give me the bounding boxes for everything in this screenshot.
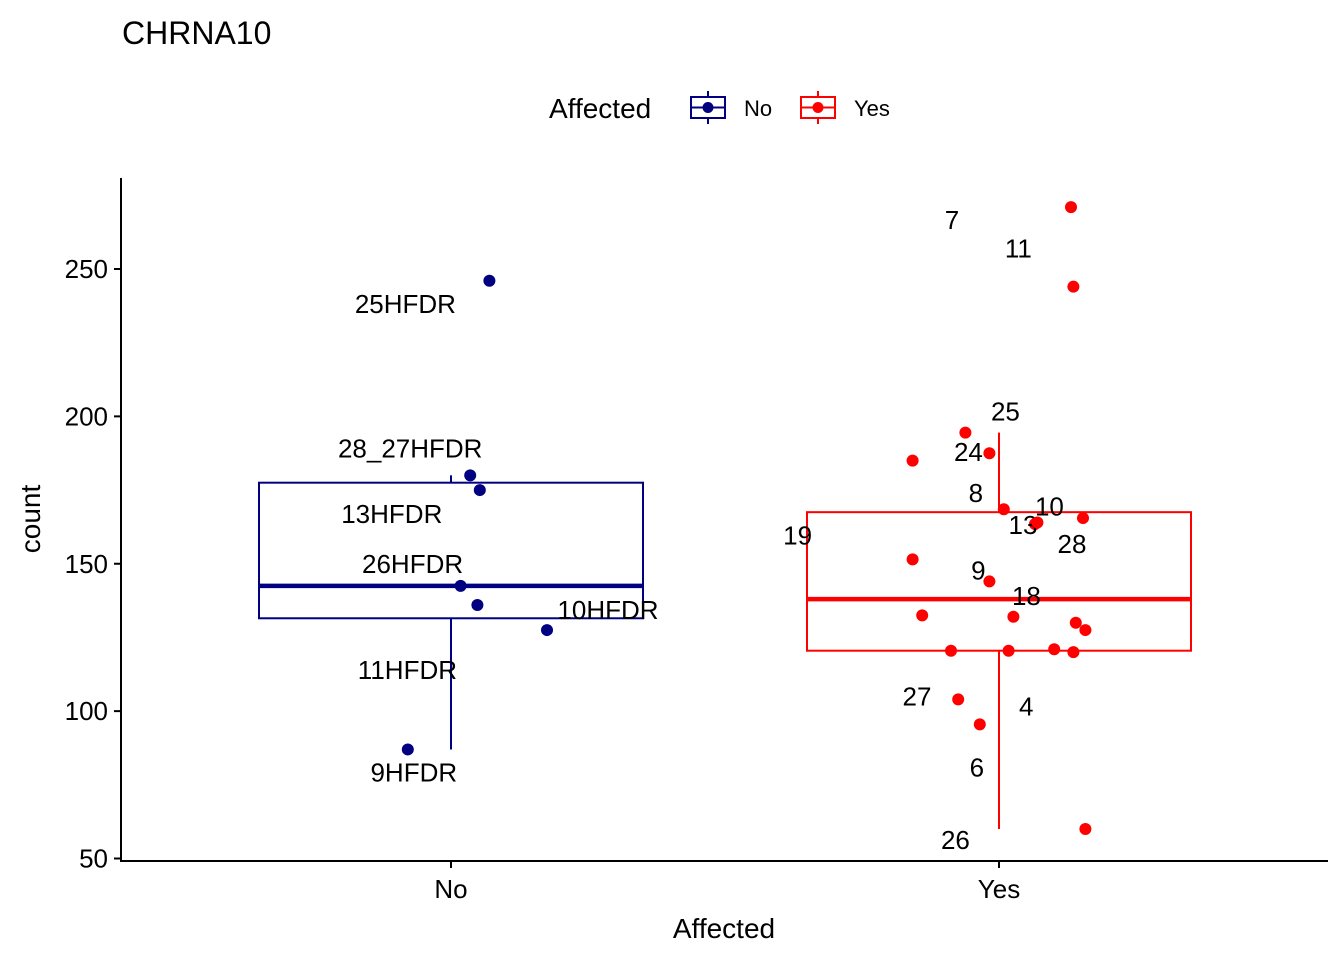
data-point [471,599,484,612]
data-point [473,484,486,497]
point-label: 9 [971,555,985,585]
legend-dot [812,102,824,113]
legend-label: No [744,96,772,121]
data-point [1069,616,1082,629]
plot-area: 25HFDR 28_27HFDR 13HFDR 26HFDR 10HFDR 11HFDR 9… [258,201,1192,855]
y-tick-label: 250 [65,254,108,284]
point-label: 25 [991,397,1020,427]
point-label: 10HFDR [557,595,658,625]
data-point [916,609,929,622]
y-tick-label: 200 [65,401,108,431]
point-label: 13HFDR [341,499,442,529]
data-point [1007,610,1020,623]
data-point [906,454,919,467]
data-point [1079,624,1092,637]
point-label: 9HFDR [370,757,457,787]
data-point [1067,646,1080,659]
data-point [952,693,965,706]
chart-title: CHRNA10 [122,15,271,51]
data-point [983,575,996,588]
data-point [945,644,957,657]
legend-key-no: No [690,91,772,124]
point-label: 11 [1005,234,1032,264]
point-label: 26 [941,825,970,855]
data-point [401,743,414,756]
data-point [906,553,919,566]
box-rect [258,481,644,620]
y-tick-label: 100 [65,696,108,726]
data-point [959,426,972,439]
point-label: 4 [1019,691,1033,721]
y-tick-label: 50 [79,844,108,874]
legend-key-yes: Yes [800,91,890,124]
point-label: 28 [1058,529,1087,559]
box-rect [806,511,1192,652]
point-label: 26HFDR [362,549,463,579]
data-point [1002,644,1015,657]
data-point [1048,643,1061,656]
data-point [464,469,477,482]
point-label: 18 [1012,581,1041,611]
legend: Affected No Yes [549,91,890,124]
data-point [541,624,553,637]
axes: 50 100 150 200 250 No Yes [65,178,1328,904]
legend-label: Yes [854,96,890,121]
point-label: 10 [1035,491,1064,521]
point-label: 19 [783,521,812,551]
x-tick-label: Yes [978,874,1020,904]
data-point [1065,201,1077,214]
legend-title: Affected [549,93,651,124]
box-no [258,475,644,750]
data-point [973,718,986,731]
point-label: 28_27HFDR [338,433,483,463]
data-point [1077,512,1089,525]
data-point [454,579,467,592]
box-yes [806,432,1192,830]
data-point [983,447,996,460]
point-label: 7 [945,205,959,235]
y-axis-title: count [15,485,46,554]
data-point [1079,823,1092,836]
x-tick-label: No [434,874,467,904]
point-label: 27 [903,682,932,712]
data-point [1067,280,1080,293]
data-point [483,274,496,287]
point-label: 24 [954,437,983,467]
y-tick-label: 150 [65,549,108,579]
point-label: 11HFDR [358,655,457,685]
point-label: 25HFDR [355,289,456,319]
point-label: 8 [969,478,983,508]
data-point [997,503,1010,516]
legend-dot [702,102,714,113]
data-point [1031,516,1044,529]
point-label: 6 [970,752,984,782]
x-axis-title: Affected [673,913,775,944]
